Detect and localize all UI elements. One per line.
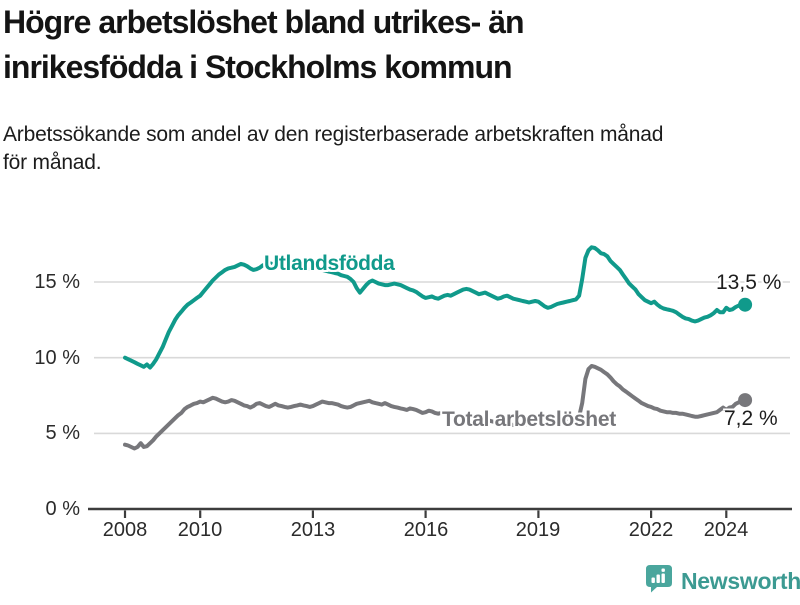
bar-chart-bubble-icon — [644, 563, 674, 599]
x-tick-label: 2019 — [515, 519, 561, 541]
series-label-total-arbetsloshet: Total arbetslöshet — [442, 408, 616, 431]
x-tick-label: 2024 — [703, 519, 749, 541]
page-title: Högre arbetslöshet bland utrikes- än inr… — [3, 0, 713, 90]
newsworthy-wordmark: Newsworthy — [681, 567, 800, 594]
x-tick-label: 2016 — [403, 519, 449, 541]
y-tick-label: 15 % — [34, 271, 80, 293]
newsworthy-logo: Newsworthy — [644, 563, 800, 599]
x-tick-label: 2010 — [177, 519, 223, 541]
page-title-line-2: inrikesfödda i Stockholms kommun — [3, 49, 513, 85]
y-tick-label: 0 % — [45, 498, 80, 520]
x-tick-label: 2008 — [102, 519, 148, 541]
y-tick-label: 10 % — [34, 347, 80, 369]
series-label-utlandsfodda: Utlandsfödda — [264, 252, 395, 275]
chart-subtitle-line-2: för månad. — [3, 151, 102, 174]
page-title-line-1: Högre arbetslöshet bland utrikes- än — [3, 4, 525, 40]
end-value-total-arbetsloshet: 7,2 % — [724, 407, 778, 430]
y-tick-label: 5 % — [45, 422, 80, 444]
x-tick-label: 2013 — [290, 519, 336, 541]
chart-subtitle-line-1: Arbetssökande som andel av den registerb… — [3, 123, 664, 146]
x-tick-label: 2022 — [628, 519, 674, 541]
end-value-utlandsfodda: 13,5 % — [716, 271, 782, 294]
chart-subtitle: Arbetssökande som andel av den registerb… — [3, 121, 793, 177]
